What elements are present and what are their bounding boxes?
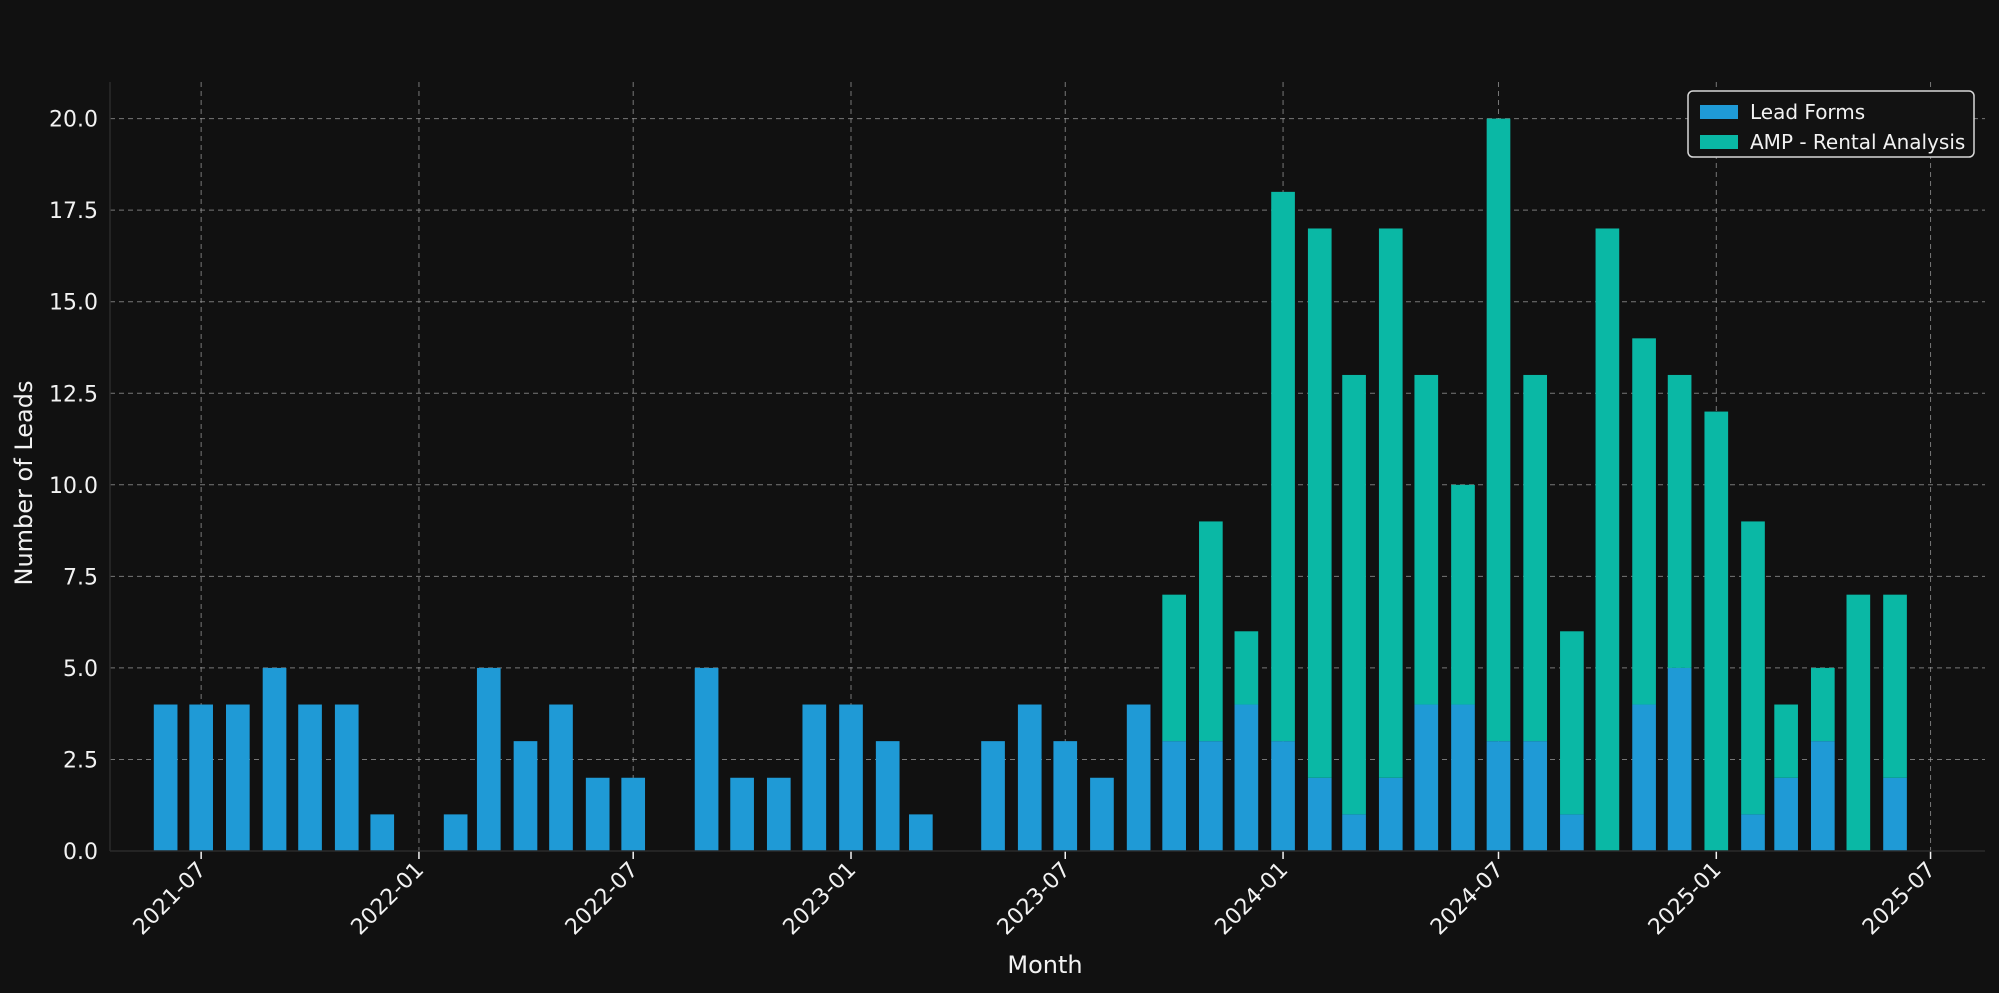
bar-lead-forms	[1234, 704, 1259, 851]
bar-lead-forms	[1378, 777, 1403, 851]
bar-amp-rental-analysis	[1342, 374, 1366, 815]
bar-amp-rental-analysis	[1883, 594, 1907, 778]
legend-label: AMP - Rental Analysis	[1750, 130, 1965, 154]
bar-lead-forms	[513, 741, 538, 851]
bar-amp-rental-analysis	[1741, 521, 1765, 815]
legend-label: Lead Forms	[1750, 100, 1865, 124]
bar-lead-forms	[730, 777, 754, 851]
bar-lead-forms	[1810, 741, 1835, 851]
bar-lead-forms	[298, 704, 322, 851]
bar-lead-forms	[549, 704, 573, 851]
bar-lead-forms	[1017, 704, 1042, 851]
bar-amp-rental-analysis	[1632, 338, 1656, 705]
y-tick-label: 17.5	[49, 199, 98, 224]
bar-lead-forms	[1486, 741, 1511, 851]
bar-lead-forms	[875, 741, 900, 851]
legend: Lead Forms AMP - Rental Analysis	[1687, 90, 1975, 158]
x-tick-label: 2025-01	[1644, 858, 1727, 941]
bar-amp-rental-analysis	[1414, 374, 1439, 705]
x-tick-label: 2024-07	[1426, 858, 1509, 941]
bar-lead-forms	[839, 704, 863, 851]
bar-lead-forms	[1090, 777, 1114, 851]
bar-lead-forms	[694, 667, 719, 851]
bar-amp-rental-analysis	[1523, 374, 1548, 742]
bar-amp-rental-analysis	[1271, 191, 1295, 742]
bar-lead-forms	[981, 741, 1005, 851]
bar-amp-rental-analysis	[1234, 631, 1259, 705]
bar-amp-rental-analysis	[1560, 631, 1584, 815]
bar-lead-forms	[1774, 777, 1798, 851]
bar-lead-forms	[621, 777, 646, 851]
y-tick-label: 10.0	[49, 474, 98, 499]
bar-amp-rental-analysis	[1451, 484, 1475, 705]
bar-lead-forms	[1741, 814, 1765, 851]
x-tick-label: 2022-01	[347, 858, 430, 941]
bar-lead-forms	[766, 777, 791, 851]
x-tick-label: 2021-07	[129, 858, 212, 941]
bar-lead-forms	[1560, 814, 1584, 851]
bar-lead-forms	[802, 704, 827, 851]
bar-amp-rental-analysis	[1307, 228, 1332, 778]
y-axis-label: Number of Leads	[10, 381, 38, 586]
bar-lead-forms	[1199, 741, 1223, 851]
bar-lead-forms	[1271, 741, 1295, 851]
y-tick-label: 15.0	[49, 291, 98, 316]
x-axis-label: Month	[1007, 951, 1082, 979]
x-tick-label: 2025-07	[1858, 858, 1941, 941]
bar-amp-rental-analysis	[1774, 704, 1798, 778]
bar-lead-forms	[1307, 777, 1332, 851]
bar-amp-rental-analysis	[1667, 374, 1692, 668]
bar-lead-forms	[443, 814, 468, 851]
y-tick-label: 5.0	[63, 657, 98, 682]
bar-lead-forms	[1053, 741, 1078, 851]
x-tick-label: 2023-01	[779, 858, 862, 941]
bar-lead-forms	[1414, 704, 1439, 851]
bars	[153, 118, 1907, 852]
bar-amp-rental-analysis	[1595, 228, 1620, 852]
bar-lead-forms	[334, 704, 359, 851]
bar-lead-forms	[1126, 704, 1151, 851]
grid-lines	[110, 82, 1985, 852]
bar-lead-forms	[1632, 704, 1656, 851]
legend-swatch	[1700, 105, 1738, 119]
bar-amp-rental-analysis	[1810, 667, 1835, 742]
bar-amp-rental-analysis	[1846, 594, 1871, 851]
bar-lead-forms	[226, 704, 250, 851]
bar-amp-rental-analysis	[1378, 228, 1403, 778]
bar-amp-rental-analysis	[1486, 118, 1511, 742]
bar-lead-forms	[1667, 667, 1692, 851]
bar-amp-rental-analysis	[1162, 594, 1186, 742]
legend-box	[1687, 90, 1975, 158]
bar-lead-forms	[1523, 741, 1548, 851]
bar-amp-rental-analysis	[1199, 521, 1223, 742]
bar-lead-forms	[153, 704, 178, 851]
axes	[109, 82, 1985, 859]
bar-lead-forms	[1451, 704, 1475, 851]
y-tick-label: 12.5	[49, 382, 98, 407]
bar-lead-forms	[370, 814, 395, 851]
y-tick-label: 7.5	[63, 565, 98, 590]
bar-lead-forms	[262, 667, 287, 851]
bar-lead-forms	[1342, 814, 1366, 851]
bar-lead-forms	[476, 667, 501, 851]
bar-lead-forms	[909, 814, 933, 851]
bar-lead-forms	[189, 704, 213, 851]
y-tick-label: 2.5	[63, 748, 98, 773]
bar-lead-forms	[585, 777, 610, 851]
bar-amp-rental-analysis	[1704, 411, 1729, 851]
x-tick-label: 2022-07	[561, 858, 644, 941]
x-tick-label: 2024-01	[1211, 858, 1294, 941]
y-tick-label: 0.0	[63, 840, 98, 865]
y-tick-label: 20.0	[49, 108, 98, 133]
legend-swatch	[1700, 135, 1738, 149]
bar-lead-forms	[1883, 777, 1907, 851]
x-tick-label: 2023-07	[993, 858, 1076, 941]
bar-lead-forms	[1162, 741, 1186, 851]
